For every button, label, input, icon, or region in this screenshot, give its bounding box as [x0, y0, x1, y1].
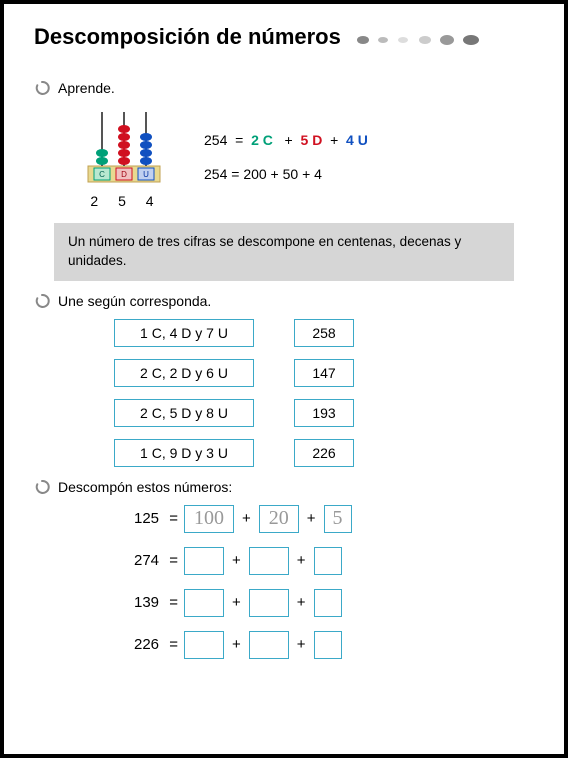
bullet-icon: [34, 80, 50, 96]
bullet-icon: [34, 479, 50, 495]
plus: +: [297, 636, 306, 653]
match-right[interactable]: 258: [294, 319, 354, 347]
equation-1: 254 = 2 C + 5 D + 4 U: [204, 124, 368, 158]
svg-text:C: C: [99, 170, 105, 179]
aprende-content: C D U 2 5 4 254: [84, 106, 534, 209]
fill-tens[interactable]: [249, 589, 289, 617]
svg-text:D: D: [121, 170, 127, 179]
match-row: 1 C, 4 D y 7 U 258: [114, 319, 534, 347]
match-left[interactable]: 2 C, 5 D y 8 U: [114, 399, 254, 427]
match-right[interactable]: 226: [294, 439, 354, 467]
plus: +: [242, 510, 251, 527]
abacus: C D U 2 5 4: [84, 106, 164, 209]
decomp-n: 226: [134, 636, 159, 653]
abacus-numbers: 2 5 4: [88, 193, 164, 209]
fill-units[interactable]: 5: [324, 505, 352, 533]
match-left[interactable]: 2 C, 2 D y 6 U: [114, 359, 254, 387]
title-row: Descomposición de números: [34, 24, 534, 68]
decor-dots: [355, 31, 485, 49]
decomp-n: 274: [134, 552, 159, 569]
eq1-u: 4 U: [346, 132, 368, 148]
fill-tens[interactable]: 20: [259, 505, 299, 533]
decomp-n: 125: [134, 510, 159, 527]
fill-hundreds[interactable]: [184, 589, 224, 617]
equals: =: [165, 594, 178, 611]
rule-box: Un número de tres cifras se descompone e…: [54, 223, 514, 281]
fill-units[interactable]: [314, 589, 342, 617]
bullet-icon: [34, 293, 50, 309]
match-right[interactable]: 193: [294, 399, 354, 427]
section-une-header: Une según corresponda.: [34, 293, 534, 309]
match-left[interactable]: 1 C, 4 D y 7 U: [114, 319, 254, 347]
plus: +: [232, 552, 241, 569]
decomp-row: 125 = 100 + 20 + 5: [134, 505, 534, 533]
plus: +: [297, 552, 306, 569]
equals: =: [165, 636, 178, 653]
match-row: 1 C, 9 D y 3 U 226: [114, 439, 534, 467]
section-une-label: Une según corresponda.: [58, 293, 211, 309]
eq1-d: 5 D: [301, 132, 323, 148]
eq1-c: 2 C: [251, 132, 273, 148]
match-row: 2 C, 5 D y 8 U 193: [114, 399, 534, 427]
fill-hundreds[interactable]: 100: [184, 505, 234, 533]
match-row: 2 C, 2 D y 6 U 147: [114, 359, 534, 387]
section-descompon-label: Descompón estos números:: [58, 479, 232, 495]
match-left[interactable]: 1 C, 9 D y 3 U: [114, 439, 254, 467]
decomp-n: 139: [134, 594, 159, 611]
fill-hundreds[interactable]: [184, 547, 224, 575]
svg-text:U: U: [143, 170, 149, 179]
section-aprende-header: Aprende.: [34, 80, 534, 96]
section-aprende-label: Aprende.: [58, 80, 115, 96]
equals: =: [165, 510, 178, 527]
plus: +: [232, 636, 241, 653]
fill-hundreds[interactable]: [184, 631, 224, 659]
match-grid: 1 C, 4 D y 7 U 258 2 C, 2 D y 6 U 147 2 …: [114, 319, 534, 467]
fill-units[interactable]: [314, 631, 342, 659]
equation-2: 254 = 200 + 50 + 4: [204, 158, 368, 192]
page-title: Descomposición de números: [34, 24, 341, 50]
section-descompon-header: Descompón estos números:: [34, 479, 534, 495]
match-right[interactable]: 147: [294, 359, 354, 387]
fill-units[interactable]: [314, 547, 342, 575]
fill-tens[interactable]: [249, 631, 289, 659]
plus: +: [232, 594, 241, 611]
plus: +: [307, 510, 316, 527]
equals: =: [165, 552, 178, 569]
fill-tens[interactable]: [249, 547, 289, 575]
decomp-row: 226 = + +: [134, 631, 534, 659]
equations: 254 = 2 C + 5 D + 4 U 254 = 200 + 50 + 4: [204, 124, 368, 191]
eq1-lhs: 254: [204, 132, 227, 148]
decomp-grid: 125 = 100 + 20 + 5 274 = + + 139 = + + 226…: [134, 505, 534, 659]
decomp-row: 139 = + +: [134, 589, 534, 617]
decomp-row: 274 = + +: [134, 547, 534, 575]
plus: +: [297, 594, 306, 611]
